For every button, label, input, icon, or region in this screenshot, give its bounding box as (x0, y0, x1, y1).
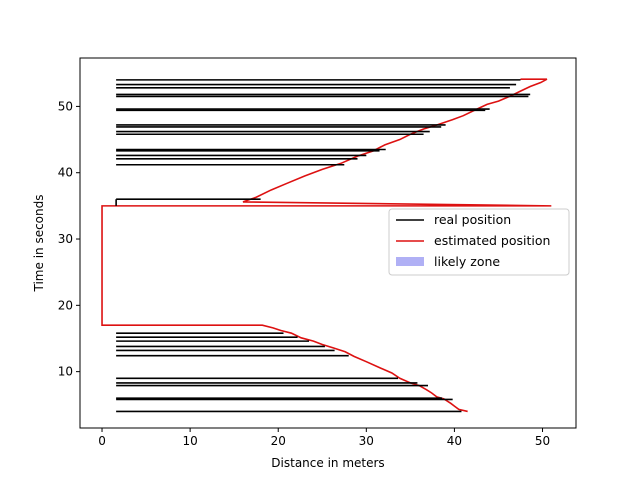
x-tick-label: 20 (271, 434, 286, 448)
legend: real position estimated position likely … (388, 208, 570, 276)
estimated-position-line (101, 78, 552, 413)
x-tick-label: 30 (359, 434, 374, 448)
y-axis-ticks: 10 20 30 40 50 (58, 99, 80, 379)
y-axis-label: Time in seconds (32, 195, 46, 293)
y-tick-label: 30 (58, 232, 73, 246)
estimated-position-series (101, 78, 552, 413)
x-axis-label: Distance in meters (271, 456, 384, 470)
x-tick-label: 0 (98, 434, 106, 448)
y-tick-label: 50 (58, 99, 73, 113)
x-tick-label: 50 (535, 434, 550, 448)
legend-label-real: real position (434, 212, 511, 227)
legend-box (388, 208, 570, 276)
real-position-series (115, 79, 531, 413)
y-tick-label: 40 (58, 166, 73, 180)
y-tick-label: 20 (58, 298, 73, 312)
legend-label-likely: likely zone (434, 254, 500, 269)
x-axis-ticks: 0 10 20 30 40 50 (98, 428, 550, 448)
y-tick-label: 10 (58, 365, 73, 379)
x-tick-label: 10 (182, 434, 197, 448)
legend-swatch-likely (396, 257, 424, 266)
x-tick-label: 40 (447, 434, 462, 448)
legend-label-estimated: estimated position (434, 233, 550, 248)
